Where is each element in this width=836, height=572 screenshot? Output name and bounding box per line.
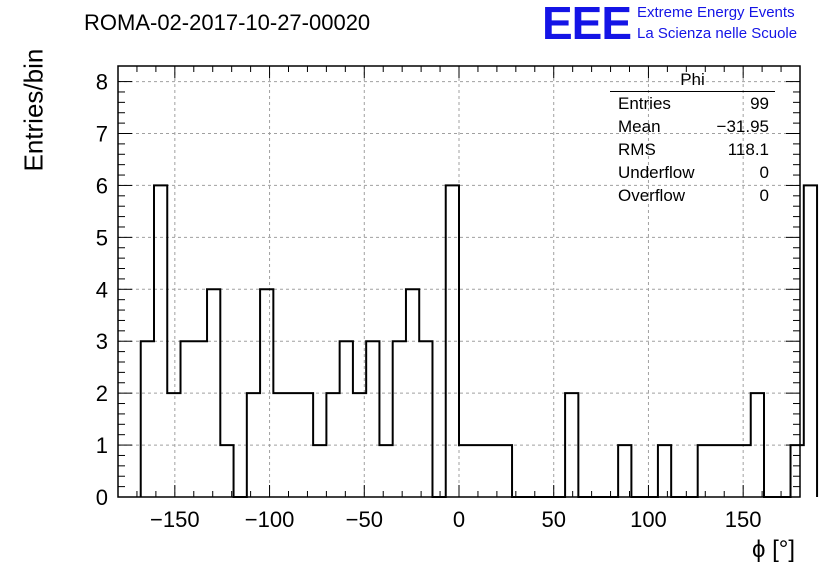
y-tick-label: 2 bbox=[96, 381, 108, 406]
y-tick-label: 1 bbox=[96, 433, 108, 458]
eee-logo: EEE bbox=[542, 0, 632, 49]
stats-label: RMS bbox=[618, 140, 656, 159]
x-axis-label: ϕ [°] bbox=[752, 536, 796, 563]
stats-row-entries: Entries 99 bbox=[610, 92, 775, 115]
x-tick-label: 0 bbox=[453, 507, 465, 532]
stats-label: Underflow bbox=[618, 163, 695, 182]
x-tick-label: 50 bbox=[541, 507, 565, 532]
y-tick-label: 8 bbox=[96, 70, 108, 95]
x-tick-label: −100 bbox=[245, 507, 295, 532]
y-tick-label: 7 bbox=[96, 122, 108, 147]
y-tick-label: 0 bbox=[96, 485, 108, 510]
stats-label: Mean bbox=[618, 117, 661, 136]
x-tick-label: −150 bbox=[150, 507, 200, 532]
stats-row-mean: Mean −31.95 bbox=[610, 115, 775, 138]
x-tick-label: −50 bbox=[346, 507, 383, 532]
stats-row-overflow: Overflow 0 bbox=[610, 184, 775, 207]
logo-line-2: La Scienza nelle Scuole bbox=[637, 25, 798, 42]
logo-line-1: Extreme Energy Events bbox=[637, 4, 795, 21]
x-tick-label: 150 bbox=[725, 507, 762, 532]
y-axis-label: Entries/bin bbox=[18, 48, 49, 172]
y-tick-label: 5 bbox=[96, 225, 108, 250]
stats-value: 0 bbox=[759, 186, 769, 205]
stats-row-underflow: Underflow 0 bbox=[610, 161, 775, 184]
chart-title: ROMA-02-2017-10-27-00020 bbox=[84, 10, 371, 35]
axis-ticks: −150 −100 −50 0 50 100 150 0 1 2 3 4 5 6 7 8 bbox=[96, 66, 801, 532]
y-tick-label: 6 bbox=[96, 173, 108, 198]
stats-value: 99 bbox=[750, 94, 769, 113]
stats-box: Phi Entries 99 Mean −31.95 RMS 118.1 Underf… bbox=[610, 70, 775, 207]
stats-value: 0 bbox=[759, 163, 769, 182]
y-tick-label: 4 bbox=[96, 277, 108, 302]
x-tick-label: 100 bbox=[630, 507, 667, 532]
stats-row-rms: RMS 118.1 bbox=[610, 138, 775, 161]
stats-label: Overflow bbox=[618, 186, 686, 205]
stats-value: 118.1 bbox=[727, 140, 769, 159]
y-tick-label: 3 bbox=[96, 329, 108, 354]
stats-label: Entries bbox=[618, 94, 671, 113]
stats-title: Phi bbox=[610, 70, 775, 92]
stats-value: −31.95 bbox=[716, 117, 769, 136]
